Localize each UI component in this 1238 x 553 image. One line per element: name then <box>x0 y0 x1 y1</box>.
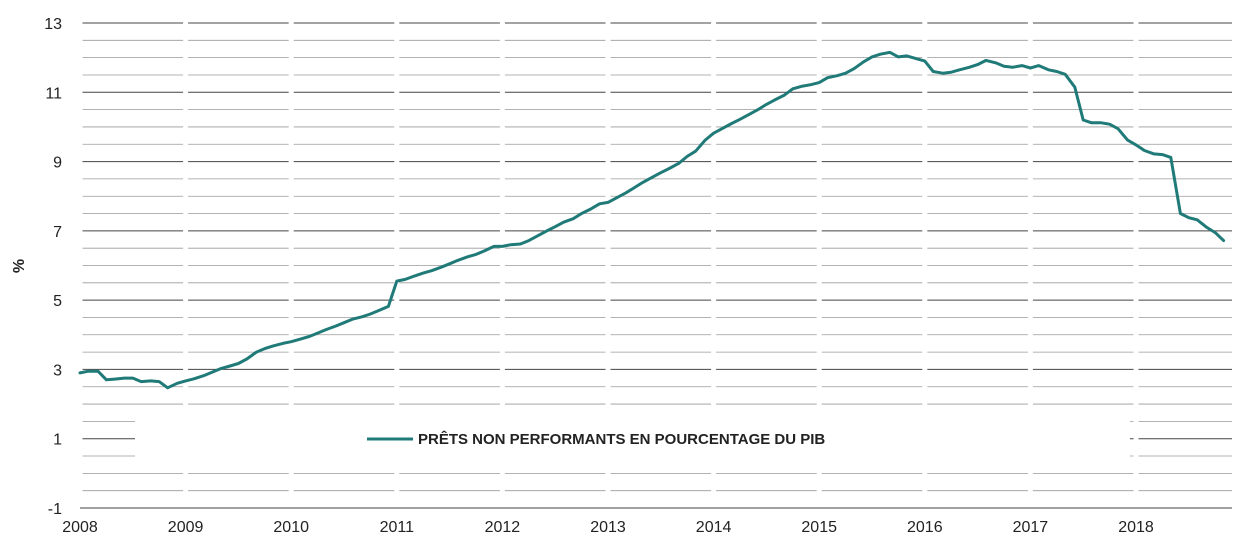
x-tick-label: 2012 <box>485 519 521 536</box>
y-tick-label: 11 <box>45 85 62 102</box>
x-tick-label: 2009 <box>168 519 204 536</box>
x-tick-label: 2011 <box>380 519 415 536</box>
x-tick-label: 2014 <box>696 519 732 536</box>
y-tick-label: 7 <box>53 224 62 241</box>
legend-label-npl: PRÊTS NON PERFORMANTS EN POURCENTAGE DU … <box>418 430 825 448</box>
series-line-npl <box>78 50 1226 390</box>
x-axis-tick-labels: 2008 2009 2010 2011 2012 2013 2014 2015 2016 2017… <box>62 519 1154 536</box>
y-tick-label: 1 <box>53 432 62 449</box>
x-tick-label: 2015 <box>801 519 837 536</box>
y-tick-label: 9 <box>53 155 62 172</box>
legend-background <box>135 418 1130 460</box>
x-tick-label: 2010 <box>273 519 309 536</box>
x-tick-label: 2013 <box>590 519 626 536</box>
legend: PRÊTS NON PERFORMANTS EN POURCENTAGE DU … <box>135 418 1130 460</box>
y-tick-label: 3 <box>53 362 62 379</box>
series-layer <box>78 50 1226 390</box>
x-tick-label: 2008 <box>62 519 98 536</box>
x-tick-label: 2018 <box>1118 519 1154 536</box>
x-tick-label: 2016 <box>907 519 943 536</box>
y-axis-label: % <box>11 259 28 273</box>
y-tick-label: 5 <box>53 293 62 310</box>
x-tick-label: 2017 <box>1013 519 1049 536</box>
y-tick-label: -1 <box>48 501 62 518</box>
y-tick-label: 13 <box>44 16 62 33</box>
